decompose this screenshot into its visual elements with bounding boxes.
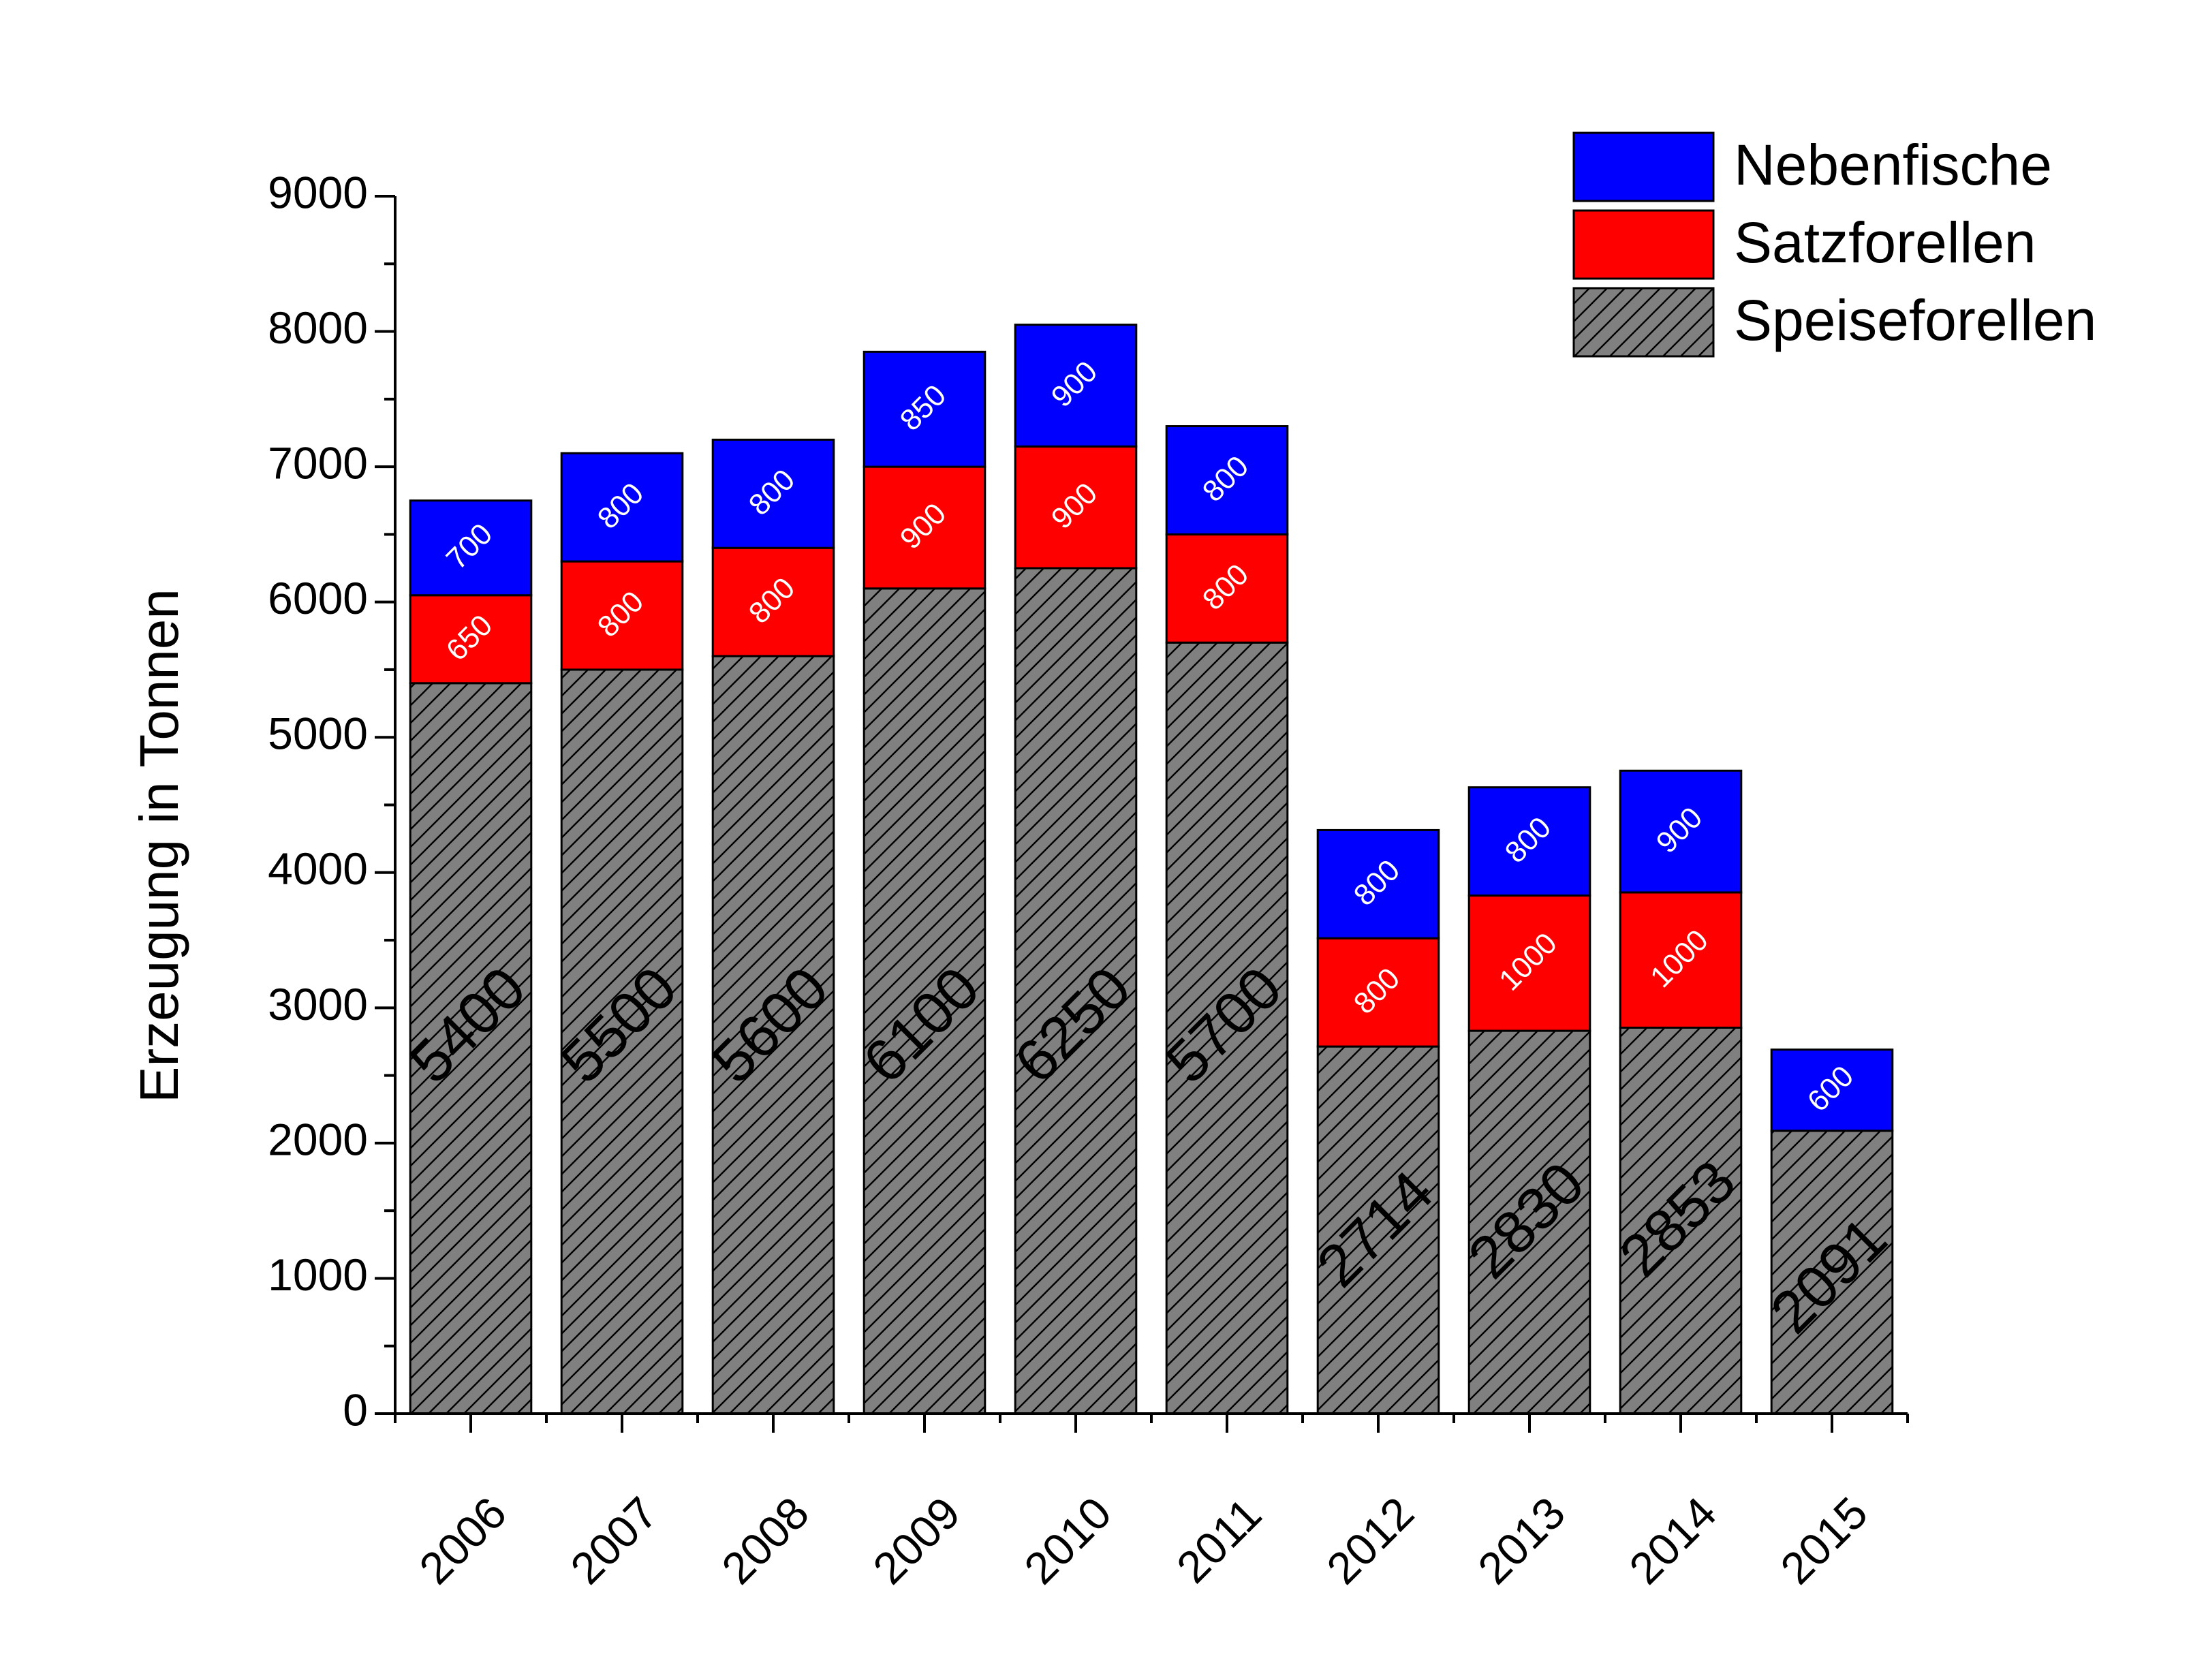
x-tick-label-2013: 2013: [1468, 1487, 1574, 1593]
x-tick-label-2014: 2014: [1619, 1487, 1726, 1593]
x-tick-label-2006: 2006: [409, 1487, 516, 1593]
bar-segment-speiseforellen-2009: [863, 587, 986, 1415]
bar-segment-speiseforellen-2011: [1165, 641, 1289, 1415]
bar-segment-nebenfische-2012: [1316, 828, 1440, 939]
x-tick-label-2015: 2015: [1771, 1487, 1877, 1593]
bar-segment-speiseforellen-2010: [1014, 567, 1138, 1415]
x-tick-label-2011: 2011: [1167, 1489, 1271, 1593]
legend-label-satzforellen: Satzforellen: [1734, 211, 2036, 275]
y-tick-label-9000: 9000: [268, 167, 368, 217]
legend-swatch-satzforellen: [1572, 209, 1715, 280]
legend: Nebenfische Satzforellen Speiseforellen: [1572, 131, 2096, 358]
bar-segment-nebenfische-2014: [1619, 769, 1743, 894]
bars-layer: [409, 324, 1894, 1415]
y-tick-label-2000: 2000: [268, 1114, 368, 1164]
bar-segment-satzforellen-2009: [863, 465, 986, 590]
y-tick-label-4000: 4000: [268, 843, 368, 894]
y-tick-label-3000: 3000: [268, 979, 368, 1029]
x-tick-label-2008: 2008: [712, 1487, 818, 1593]
bar-segment-satzforellen-2006: [409, 594, 533, 685]
bar-segment-speiseforellen-2015: [1770, 1130, 1894, 1415]
y-tick-label-6000: 6000: [268, 573, 368, 623]
y-tick-label-0: 0: [343, 1384, 368, 1435]
legend-swatch-nebenfische: [1572, 131, 1715, 202]
legend-label-nebenfische: Nebenfische: [1734, 133, 2052, 197]
bar-segment-satzforellen-2011: [1165, 533, 1289, 644]
bar-segment-speiseforellen-2014: [1619, 1027, 1743, 1415]
bar-segment-nebenfische-2013: [1467, 786, 1591, 897]
bar-segment-nebenfische-2011: [1165, 425, 1289, 535]
bar-segment-nebenfische-2010: [1014, 324, 1138, 448]
bar-segment-nebenfische-2008: [711, 438, 835, 549]
bar-segment-nebenfische-2006: [409, 499, 533, 597]
x-tick-label-2007: 2007: [561, 1487, 667, 1593]
y-axis-title: Erzeugung in Tonnen: [129, 589, 189, 1103]
bar-segment-nebenfische-2009: [863, 350, 986, 468]
bar-segment-speiseforellen-2006: [409, 682, 533, 1415]
y-tick-label-8000: 8000: [268, 302, 368, 353]
bar-segment-satzforellen-2014: [1619, 891, 1743, 1029]
bar-segment-satzforellen-2012: [1316, 937, 1440, 1048]
bar-segment-satzforellen-2007: [560, 560, 684, 671]
y-tick-label-5000: 5000: [268, 709, 368, 759]
bar-segment-nebenfische-2007: [560, 452, 684, 563]
bar-segment-speiseforellen-2012: [1316, 1045, 1440, 1415]
legend-label-speiseforellen: Speiseforellen: [1734, 288, 2096, 352]
bar-segment-speiseforellen-2007: [560, 668, 684, 1415]
bar-segment-nebenfische-2015: [1770, 1048, 1894, 1132]
x-tick-label-2009: 2009: [863, 1487, 969, 1593]
y-tick-label-1000: 1000: [268, 1249, 368, 1300]
bar-segment-satzforellen-2013: [1467, 895, 1591, 1032]
x-tick-label-2010: 2010: [1014, 1487, 1121, 1593]
y-tick-label-7000: 7000: [268, 438, 368, 488]
bar-segment-satzforellen-2008: [711, 546, 835, 657]
legend-swatch-speiseforellen: [1572, 287, 1715, 358]
x-tick-label-2012: 2012: [1317, 1487, 1423, 1593]
axes-layer: 0 1000 2000 3000 4000 5000 6000 7000 8000 9000 200…: [129, 167, 1909, 1593]
